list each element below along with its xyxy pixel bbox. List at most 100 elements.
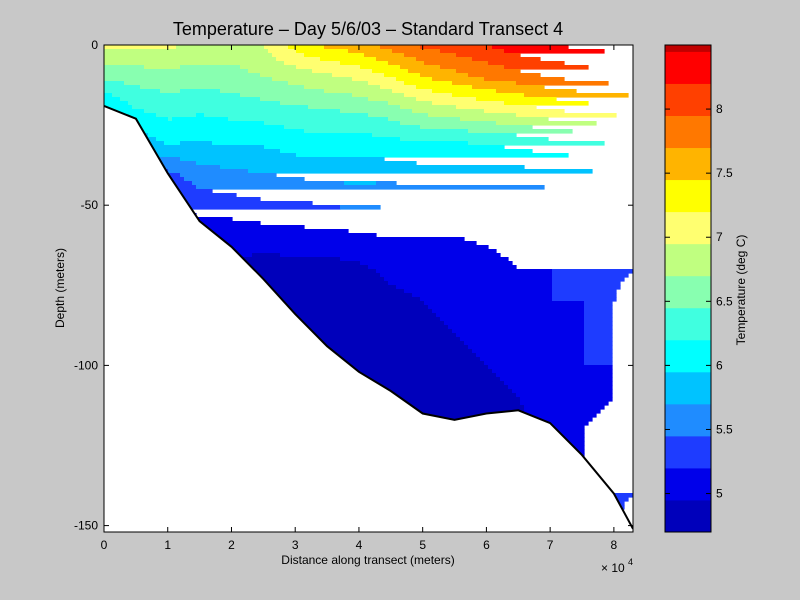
temperature-cell [380, 273, 553, 278]
temperature-cell [496, 121, 597, 126]
temperature-cell [284, 125, 421, 130]
temperature-cell [524, 409, 601, 414]
temperature-cell [504, 101, 589, 106]
temperature-cell [456, 333, 585, 338]
temperature-cell [584, 309, 613, 314]
temperature-cell [528, 417, 593, 422]
temperature-cell [552, 289, 617, 294]
temperature-cell [144, 65, 181, 70]
temperature-cell [232, 309, 433, 314]
temperature-cell [176, 45, 265, 50]
temperature-cell [132, 237, 465, 242]
temperature-cell [232, 321, 445, 326]
temperature-cell [232, 301, 425, 306]
temperature-cell [108, 109, 145, 114]
x-tick-label: 8 [611, 538, 618, 552]
temperature-cell [324, 45, 381, 50]
temperature-cell [160, 89, 181, 94]
x-axis-label: Distance along transect (meters) [281, 553, 454, 567]
temperature-cell [552, 297, 617, 302]
temperature-cell [476, 353, 585, 358]
temperature-cell [380, 85, 417, 90]
colorbar-cell [665, 51, 711, 84]
colorbar-cell [665, 211, 711, 245]
temperature-cell [368, 265, 517, 270]
temperature-cell [304, 129, 469, 134]
temperature-cell [404, 53, 457, 58]
temperature-cell [280, 149, 533, 154]
temperature-cell [440, 317, 585, 322]
temperature-cell [232, 265, 369, 270]
temperature-cell [180, 141, 213, 146]
temperature-cell [340, 61, 389, 66]
temperature-cell [232, 325, 449, 330]
colorbar-cell [665, 243, 711, 277]
y-tick-label: -100 [74, 358, 98, 372]
temperature-cell [432, 89, 497, 94]
temperature-cell [432, 77, 485, 82]
temperature-cell [144, 109, 341, 114]
temperature-cell [180, 65, 241, 70]
y-axis-label: Depth (meters) [53, 248, 67, 328]
temperature-cell [280, 253, 501, 258]
temperature-cell [400, 105, 457, 110]
colorbar-cell [665, 339, 711, 373]
temperature-cell [320, 57, 377, 62]
temperature-cell [444, 321, 585, 326]
temperature-cell [232, 361, 485, 366]
temperature-cell [128, 101, 281, 106]
temperature-cell [104, 85, 141, 90]
temperature-cell [132, 241, 477, 246]
temperature-cell [532, 425, 585, 430]
temperature-cell [124, 125, 285, 130]
temperature-cell [420, 45, 493, 50]
temperature-cell [440, 49, 505, 54]
temperature-cell [148, 133, 373, 138]
temperature-cell [120, 97, 261, 102]
temperature-cell [500, 377, 613, 382]
temperature-cell [424, 61, 489, 66]
temperature-cell [504, 49, 605, 54]
x-axis: 0 1 2 3 4 5 6 7 8 [101, 45, 618, 552]
temperature-cell [180, 157, 385, 162]
x-axis-multiplier: × 10 4 [601, 557, 633, 575]
colorbar-cells [665, 45, 711, 533]
temperature-cell [104, 65, 145, 70]
temperature-cell [528, 413, 597, 418]
temperature-cell [584, 333, 613, 338]
temperature-cell [584, 317, 613, 322]
temperature-cell [468, 345, 585, 350]
temperature-cell [372, 69, 409, 74]
temperature-cell [232, 289, 405, 294]
colorbar-cell [665, 499, 711, 533]
temperature-cell [132, 225, 305, 230]
colorbar-tick-label: 7.5 [716, 166, 733, 180]
temperature-cell [296, 49, 349, 54]
temperature-cell [104, 69, 249, 74]
temperature-cell [104, 149, 281, 154]
temperature-cell [404, 93, 453, 98]
colorbar-cell [665, 403, 711, 437]
temperature-cell [112, 117, 169, 122]
temperature-cell [104, 49, 269, 54]
colorbar-cell [665, 83, 711, 116]
temperature-cell [552, 285, 621, 290]
temperature-cell [584, 341, 613, 346]
temperature-cell [420, 297, 553, 302]
temperature-cell [504, 65, 589, 70]
temperature-cell [416, 57, 473, 62]
temperature-cell [176, 197, 261, 202]
temperature-cell [372, 133, 517, 138]
colorbar-cell [665, 115, 711, 149]
temperature-cell [468, 129, 573, 134]
temperature-cell [552, 293, 617, 298]
temperature-cell [488, 61, 565, 66]
temperature-cell [104, 77, 273, 82]
temperature-cell [152, 153, 297, 158]
temperature-cell [104, 61, 285, 66]
temperature-cell [104, 97, 121, 102]
temperature-cell [460, 117, 549, 122]
colorbar-cell [665, 467, 711, 501]
temperature-cell [404, 81, 453, 86]
temperature-cell [240, 257, 341, 262]
